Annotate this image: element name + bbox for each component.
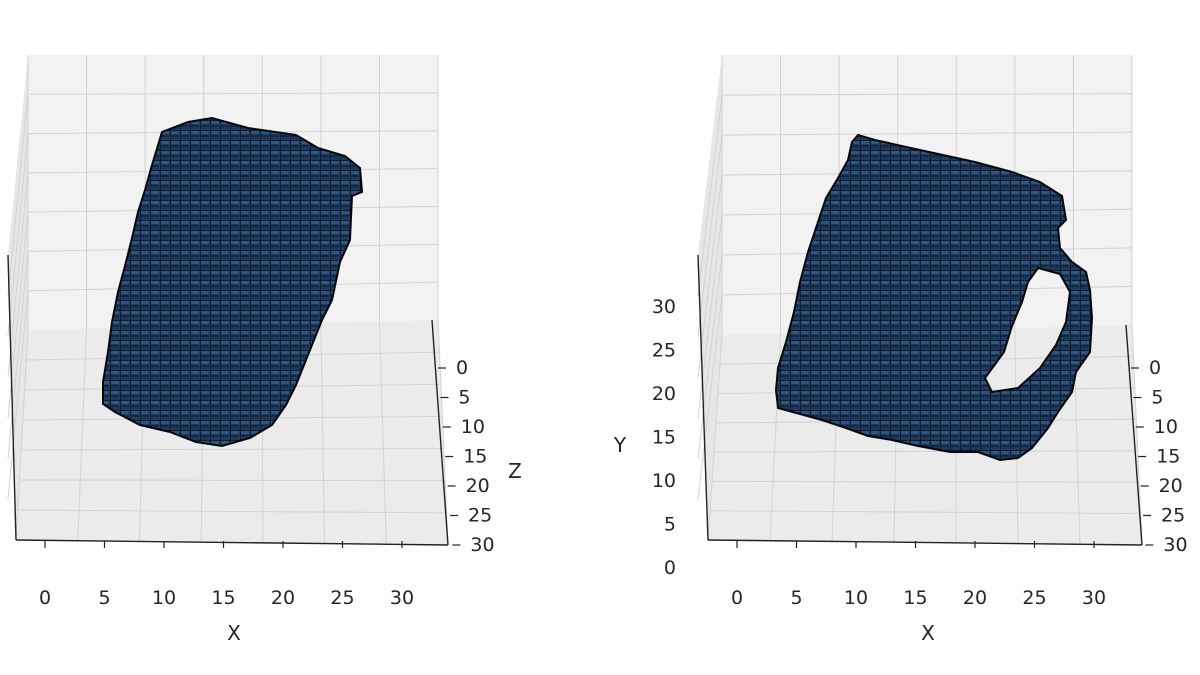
- z-tick-label: 15: [1156, 446, 1180, 468]
- y-tick-label: 0: [664, 557, 676, 579]
- y-tick-label: 5: [664, 514, 676, 536]
- z-tick-label: 0: [456, 357, 468, 379]
- z-tick-label: 30: [470, 534, 494, 556]
- x-tick-label: 20: [271, 587, 295, 609]
- x-tick-label: 30: [1082, 587, 1106, 609]
- z-tick-label: 20: [466, 475, 490, 497]
- x-axis-line: [707, 539, 1143, 546]
- side-axis-line: [7, 254, 17, 541]
- x-tick-label: 15: [211, 587, 235, 609]
- x-axis-line: [15, 539, 449, 546]
- x-tick-labels: 0 5 10 15 20 25 30: [731, 541, 1106, 609]
- x-axis-title: X: [921, 621, 935, 645]
- voxel-body: [774, 133, 1094, 462]
- z-tick-label: 5: [1151, 387, 1163, 409]
- x-tick-label: 15: [903, 587, 927, 609]
- y-tick-label: 20: [652, 383, 676, 405]
- x-tick-label: 25: [1022, 587, 1046, 609]
- z-tick-label: 10: [1154, 416, 1178, 438]
- voxel-mug: [774, 133, 1094, 462]
- voxel-body: [102, 116, 364, 448]
- x-tick-label: 30: [390, 587, 414, 609]
- y-tick-label: 25: [652, 340, 676, 362]
- z-tick-label: 0: [1149, 357, 1161, 379]
- z-tick-label: 5: [458, 387, 470, 409]
- z-tick-label: 25: [1161, 505, 1185, 527]
- x-tick-label: 5: [98, 587, 110, 609]
- z-tick-label: 10: [461, 416, 485, 438]
- x-tick-label: 5: [790, 587, 802, 609]
- z-axis-line: [1125, 324, 1143, 546]
- x-tick-label: 0: [39, 587, 51, 609]
- x-tick-label: 25: [330, 587, 354, 609]
- x-tick-label: 10: [152, 587, 176, 609]
- x-tick-label: 10: [844, 587, 868, 609]
- y-tick-labels: 0 5 10 15 20 25 30: [652, 296, 676, 579]
- x-tick-label: 20: [963, 587, 987, 609]
- x-tick-label: 0: [731, 587, 743, 609]
- x-axis-title: X: [227, 621, 241, 645]
- voxel-cylinder: [102, 116, 364, 448]
- z-tick-labels: 0 5 10 15 20 25 30: [1131, 357, 1188, 556]
- z-axis-line: [431, 319, 449, 546]
- x-tick-labels: 0 5 10 15 20 25 30: [39, 541, 414, 609]
- z-tick-label: 20: [1159, 475, 1183, 497]
- z-tick-label: 25: [468, 505, 492, 527]
- z-tick-labels: 0 5 10 15 20 25 30: [438, 357, 495, 556]
- y-tick-label: 15: [652, 427, 676, 449]
- voxel-plot-right: 0 5 10 15 20 25 30 0 5 10 15 20 25 30 0 5 10 15 20 25 30 X…: [613, 55, 1188, 645]
- z-axis-title: Z: [508, 459, 522, 483]
- z-tick-label: 30: [1163, 534, 1187, 556]
- y-axis-title: Y: [613, 433, 627, 457]
- y-axis-line: [697, 254, 709, 541]
- voxel-plot-left: 0 5 10 15 20 25 30 0 5 10 15 20 25 30 X Z: [7, 55, 522, 645]
- y-tick-label: 10: [652, 470, 676, 492]
- z-tick-label: 15: [463, 446, 487, 468]
- y-tick-label: 30: [652, 296, 676, 318]
